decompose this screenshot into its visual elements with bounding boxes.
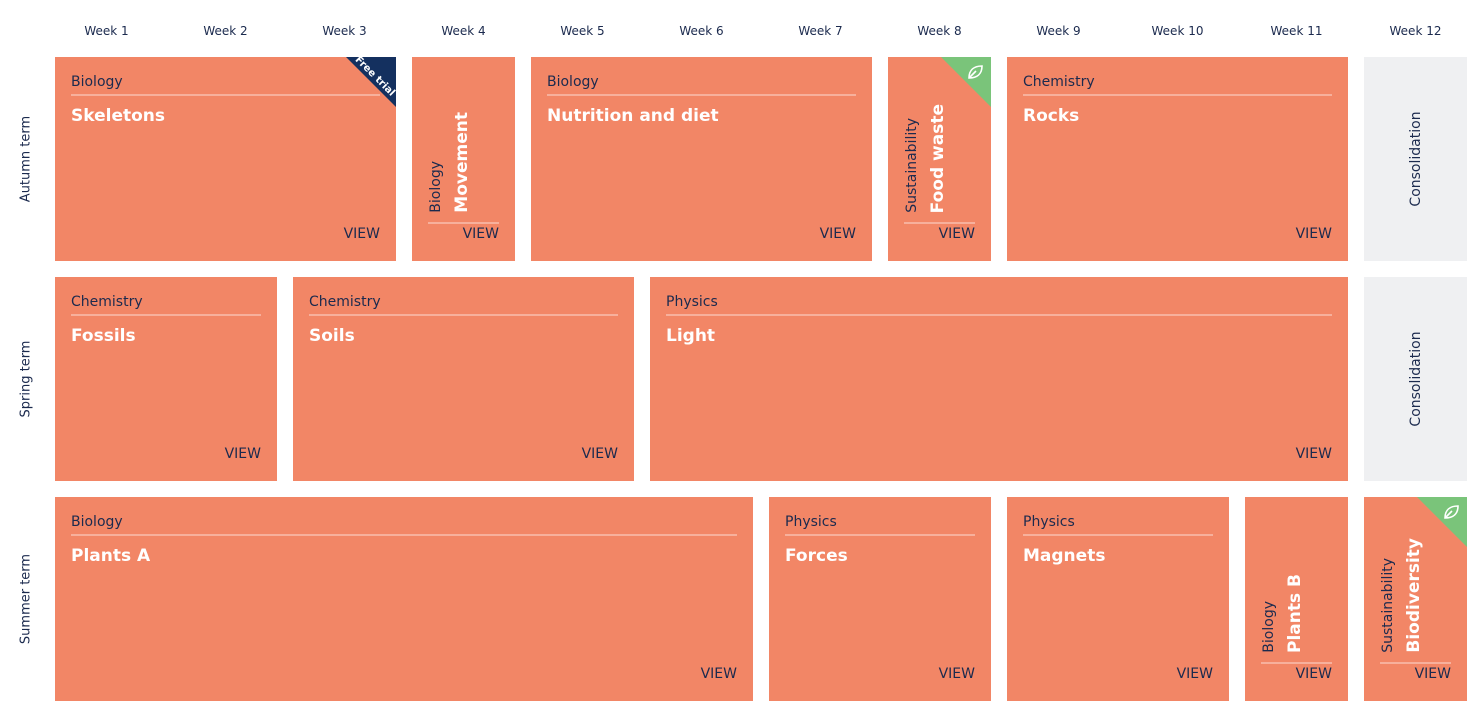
view-link[interactable]: VIEW [1176, 666, 1213, 682]
divider [1380, 662, 1451, 664]
unit-card: Consolidation [1364, 57, 1467, 261]
view-link[interactable]: VIEW [819, 226, 856, 242]
week-header: Week 7 [798, 24, 843, 38]
week-header: Week 12 [1389, 24, 1442, 38]
ribbon-text: Free trial [352, 57, 396, 99]
unit-subject: Biology [71, 74, 123, 90]
unit-card[interactable]: Biology Plants B VIEW [1245, 497, 1348, 701]
sustainability-ribbon [941, 57, 991, 107]
view-link[interactable]: VIEW [1414, 666, 1451, 682]
view-link[interactable]: VIEW [700, 666, 737, 682]
unit-subject: Physics [666, 294, 718, 310]
unit-title: Rocks [1023, 106, 1080, 126]
unit-title: Magnets [1023, 546, 1106, 566]
term-label: Spring term [18, 340, 34, 418]
unit-card[interactable]: Chemistry Soils VIEW [293, 277, 634, 481]
unit-subject: Sustainability [904, 118, 920, 213]
unit-subject: Chemistry [1023, 74, 1095, 90]
week-header: Week 11 [1270, 24, 1323, 38]
term-label: Summer term [18, 553, 34, 645]
view-link[interactable]: VIEW [462, 226, 499, 242]
divider [71, 94, 380, 96]
week-header: Week 10 [1151, 24, 1204, 38]
unit-subject: Physics [1023, 514, 1075, 530]
unit-title: Biodiversity [1404, 538, 1424, 653]
free-trial-ribbon: Free trial [346, 57, 396, 107]
unit-card: Consolidation [1364, 277, 1467, 481]
unit-title: Soils [309, 326, 355, 346]
divider [547, 94, 856, 96]
unit-card[interactable]: Biology Nutrition and diet VIEW [531, 57, 872, 261]
unit-subject: Chemistry [309, 294, 381, 310]
unit-subject: Physics [785, 514, 837, 530]
unit-subject: Biology [71, 514, 123, 530]
unit-card[interactable]: Sustainability Biodiversity VIEW [1364, 497, 1467, 701]
divider [1261, 662, 1332, 664]
unit-card[interactable]: Physics Forces VIEW [769, 497, 991, 701]
unit-card[interactable]: Chemistry Rocks VIEW [1007, 57, 1348, 261]
unit-title: Food waste [928, 103, 948, 213]
unit-title: Light [666, 326, 716, 346]
unit-card[interactable]: Biology Skeletons VIEW Free trial [55, 57, 396, 261]
view-link[interactable]: VIEW [938, 226, 975, 242]
view-link[interactable]: VIEW [343, 226, 380, 242]
consolidation-label: Consolidation [1407, 331, 1424, 427]
week-header: Week 1 [84, 24, 129, 38]
view-link[interactable]: VIEW [938, 666, 975, 682]
view-link[interactable]: VIEW [1295, 666, 1332, 682]
unit-subject: Chemistry [71, 294, 143, 310]
view-link[interactable]: VIEW [581, 446, 618, 462]
divider [71, 314, 261, 316]
term-label: Autumn term [18, 115, 34, 203]
week-header: Week 6 [679, 24, 724, 38]
unit-subject: Biology [428, 161, 444, 213]
unit-title: Nutrition and diet [547, 106, 719, 126]
divider [71, 534, 737, 536]
unit-subject: Biology [1261, 601, 1277, 653]
unit-card[interactable]: Physics Light VIEW [650, 277, 1348, 481]
divider [666, 314, 1332, 316]
unit-card[interactable]: Physics Magnets VIEW [1007, 497, 1229, 701]
unit-title: Plants A [71, 546, 151, 566]
unit-card[interactable]: Biology Movement VIEW [412, 57, 515, 261]
divider [428, 222, 499, 224]
unit-title: Plants B [1285, 574, 1305, 653]
leaf-icon [968, 65, 983, 79]
view-link[interactable]: VIEW [1295, 446, 1332, 462]
unit-card[interactable]: Sustainability Food waste VIEW [888, 57, 991, 261]
divider [1023, 534, 1213, 536]
week-header: Week 3 [322, 24, 367, 38]
unit-title: Forces [785, 546, 848, 566]
divider [785, 534, 975, 536]
view-link[interactable]: VIEW [1295, 226, 1332, 242]
divider [309, 314, 618, 316]
week-header: Week 8 [917, 24, 962, 38]
sustainability-ribbon [1417, 497, 1467, 547]
unit-card[interactable]: Biology Plants A VIEW [55, 497, 753, 701]
leaf-icon [1444, 505, 1459, 519]
unit-title: Movement [452, 112, 472, 213]
consolidation-label: Consolidation [1407, 111, 1424, 207]
week-header: Week 2 [203, 24, 248, 38]
unit-title: Fossils [71, 326, 136, 346]
week-header: Week 9 [1036, 24, 1081, 38]
unit-subject: Biology [547, 74, 599, 90]
unit-subject: Sustainability [1380, 558, 1396, 653]
week-header: Week 4 [441, 24, 486, 38]
unit-title: Skeletons [71, 106, 166, 126]
divider [1023, 94, 1332, 96]
week-header: Week 5 [560, 24, 605, 38]
divider [904, 222, 975, 224]
view-link[interactable]: VIEW [224, 446, 261, 462]
unit-card[interactable]: Chemistry Fossils VIEW [55, 277, 277, 481]
